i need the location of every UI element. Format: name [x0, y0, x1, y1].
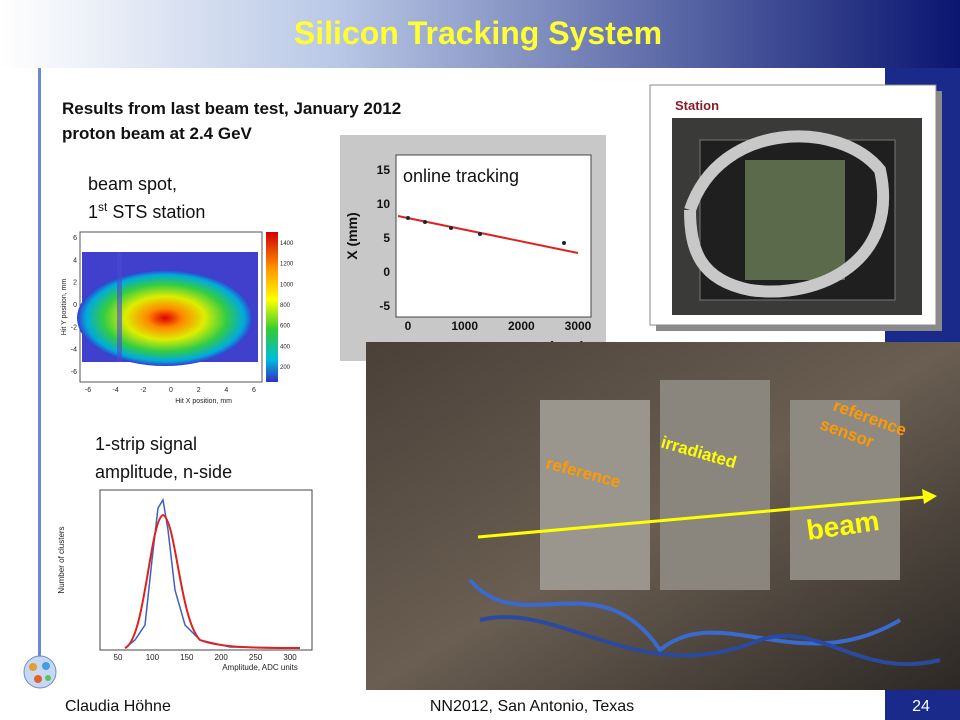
fit-line: [397, 215, 579, 254]
tick-label: 2: [197, 387, 201, 394]
tick-label: 0: [169, 387, 173, 394]
tick-label: 0: [405, 319, 412, 333]
tick-label: 50: [114, 653, 123, 662]
tick-label: 3000: [565, 319, 592, 333]
track-point: [449, 226, 453, 230]
left-rule: [38, 68, 41, 688]
tick-label: 400: [280, 344, 291, 350]
tick-label: 0: [383, 265, 390, 279]
setup-box: [660, 380, 770, 590]
signal-caption: 1-strip signal: [95, 434, 197, 454]
heatmap-x-ticks: -6 -4 -2 0 2 4 6: [85, 387, 256, 394]
tick-label: 800: [280, 303, 291, 309]
setup-box: [790, 400, 900, 580]
tick-label: -6: [71, 369, 77, 376]
tick-label: 0: [73, 302, 77, 309]
tick-label: -4: [113, 387, 119, 394]
page-box: [885, 690, 960, 720]
tick-label: -5: [379, 299, 390, 313]
beamspot-caption: beam spot,: [88, 174, 177, 194]
track-point: [406, 216, 410, 220]
tick-label: 6: [73, 235, 77, 242]
signal-frame: [99, 489, 313, 651]
beam-arrowhead: [922, 489, 937, 504]
signal-x-axis: Amplitude, ADC units: [222, 663, 298, 672]
signal-x-ticks: 50 100 150 200 250 300: [114, 653, 298, 662]
tick-label: -4: [71, 347, 77, 354]
tick-label: 150: [180, 653, 194, 662]
tick-label: 6: [252, 387, 256, 394]
tick-label: 600: [280, 324, 291, 330]
tick-label: 10: [377, 197, 391, 211]
tick-label: -6: [85, 387, 91, 394]
tick-label: 4: [73, 257, 77, 264]
tick-label: 2: [73, 280, 77, 287]
header-bar: [0, 0, 960, 68]
tick-label: 1000: [280, 282, 294, 288]
page-number: 24: [912, 698, 930, 715]
heatmap-y-axis: Hit Y position, mm: [61, 279, 68, 336]
tick-label: 200: [215, 653, 229, 662]
track-point: [562, 241, 566, 245]
track-point: [478, 232, 482, 236]
color-bar: [266, 232, 278, 382]
signal-caption: amplitude, n-side: [95, 462, 232, 482]
setup-cables: [479, 615, 941, 667]
tick-label: 1200: [280, 262, 294, 268]
logo: [23, 655, 57, 689]
heatmap-gap: [117, 252, 122, 362]
tick-label: 5: [383, 231, 390, 245]
station-label: Station: [675, 98, 719, 113]
heatmap-x-axis: Hit X position, mm: [175, 398, 232, 405]
tick-label: 2000: [508, 319, 535, 333]
color-scale: 1400 1200 1000 800 600 400 200: [280, 241, 294, 371]
tracking-y-ticks: 15 10 5 0 -5: [377, 163, 391, 313]
beam-arrow: [477, 495, 926, 539]
intro-line: Results from last beam test, January 201…: [62, 99, 401, 118]
footer-event: NN2012, San Antonio, Texas: [430, 698, 634, 715]
station-cables: [684, 130, 890, 298]
tick-label: 1000: [451, 319, 478, 333]
caption-sup: st: [98, 200, 108, 214]
heatmap-y-ticks: 6 4 2 0 -2 -4 -6: [71, 235, 77, 376]
heatmap-spot: [77, 270, 253, 366]
tick-label: 100: [146, 653, 160, 662]
track-point: [423, 220, 427, 224]
title: Silicon Tracking System: [294, 15, 662, 51]
tracking-caption: online tracking: [403, 166, 519, 186]
signal-fit: [124, 513, 301, 649]
tick-label: 300: [283, 653, 297, 662]
footer-author: Claudia Höhne: [65, 698, 171, 715]
tick-label: 200: [280, 365, 291, 371]
caption-part: 1: [88, 202, 98, 222]
tracking-y-axis: X (mm): [344, 212, 360, 259]
tick-label: -2: [71, 324, 77, 331]
tracking-x-ticks: 0 1000 2000 3000: [405, 319, 592, 333]
setup-box: [540, 400, 650, 590]
setup-cables: [468, 578, 902, 653]
tick-label: 4: [224, 387, 228, 394]
signal-y-axis: Number of clusters: [57, 526, 66, 593]
tick-label: 250: [249, 653, 263, 662]
station-board: [745, 160, 845, 280]
caption-part: STS station: [107, 202, 205, 222]
tracking-plot: [395, 154, 592, 318]
beamspot-caption: 1st STS station: [88, 200, 205, 222]
tick-label: 15: [377, 163, 391, 177]
tick-label: 1400: [280, 241, 294, 247]
tick-label: -2: [140, 387, 146, 394]
intro-line: proton beam at 2.4 GeV: [62, 124, 253, 143]
